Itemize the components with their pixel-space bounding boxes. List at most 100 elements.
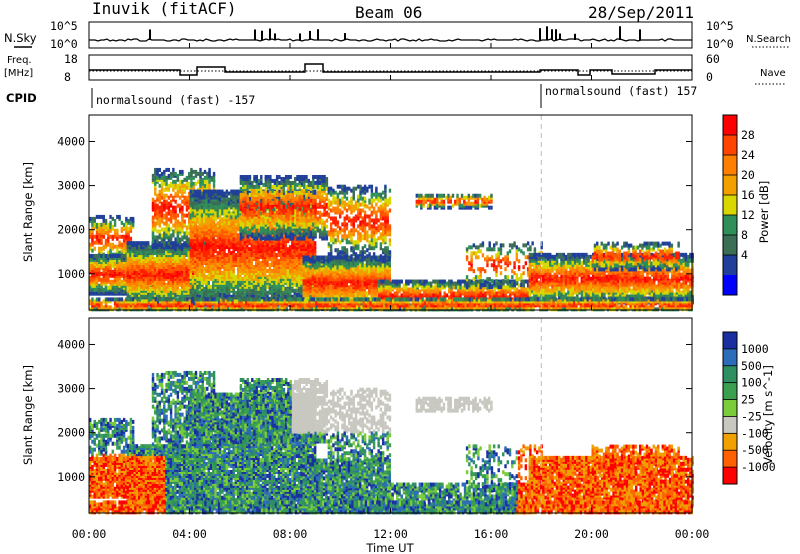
echo-cell — [303, 251, 305, 255]
echo-cell — [107, 254, 109, 258]
echo-cell — [196, 259, 198, 263]
echo-cell — [226, 281, 228, 285]
echo-cell — [100, 292, 102, 296]
echo-cell — [158, 277, 160, 281]
echo-cell — [214, 223, 216, 227]
echo-cell — [143, 265, 145, 269]
echo-cell — [154, 261, 156, 265]
echo-cell — [194, 263, 196, 267]
echo-cell — [165, 245, 167, 249]
echo-cell — [193, 182, 195, 186]
echo-cell — [181, 222, 183, 226]
echo-cell — [121, 254, 123, 258]
echo-cell — [199, 168, 201, 172]
echo-cell — [152, 245, 154, 249]
echo-cell — [112, 254, 114, 258]
echo-cell — [282, 243, 284, 247]
echo-cell — [275, 257, 277, 261]
echo-cell — [109, 280, 111, 284]
echo-cell — [118, 254, 120, 258]
echo-cell — [103, 288, 105, 292]
echo-cell — [260, 279, 262, 283]
echo-cell — [221, 190, 223, 194]
echo-cell — [131, 265, 133, 269]
echo-cell — [103, 245, 105, 249]
echo-cell — [161, 192, 163, 196]
echo-cell — [118, 215, 120, 219]
echo-cell — [121, 243, 123, 247]
echo-cell — [202, 172, 204, 176]
echo-cell — [109, 249, 111, 253]
echo-cell — [161, 210, 163, 214]
echo-cell — [214, 239, 216, 243]
echo-cell — [96, 215, 98, 219]
echo-cell — [260, 267, 262, 271]
echo-cell — [194, 271, 196, 275]
echo-cell — [105, 260, 107, 264]
echo-cell — [237, 190, 239, 194]
power-heatmap — [89, 115, 694, 311]
echo-cell — [271, 253, 273, 257]
echo-cell — [152, 174, 154, 178]
echo-cell — [118, 282, 120, 286]
echo-cell — [130, 221, 132, 225]
freq-left-tick-top: 18 — [64, 52, 78, 66]
echo-cell — [109, 235, 111, 239]
echo-cell — [152, 265, 154, 269]
echo-cell — [212, 251, 214, 255]
echo-cell — [127, 227, 129, 231]
echo-cell — [179, 180, 181, 184]
echo-cell — [123, 243, 125, 247]
echo-cell — [121, 280, 123, 284]
echo-cell — [152, 239, 154, 243]
echo-cell — [194, 209, 196, 213]
echo-cell — [167, 293, 169, 297]
echo-cell — [237, 233, 239, 237]
echo-cell — [213, 172, 215, 176]
echo-cell — [300, 265, 302, 269]
echo-cell — [165, 168, 167, 172]
echo-cell — [223, 293, 225, 297]
echo-cell — [174, 293, 176, 297]
echo-cell — [235, 295, 237, 299]
echo-cell — [190, 182, 192, 186]
echo-cell — [179, 289, 181, 293]
echo-cell — [251, 251, 253, 255]
echo-cell — [255, 281, 257, 285]
echo-cell — [152, 178, 154, 182]
echo-cell — [221, 243, 223, 247]
echo-cell — [107, 286, 109, 290]
echo-cell — [159, 229, 161, 233]
echo-cell — [181, 235, 183, 239]
echo-cell — [287, 269, 289, 273]
echo-cell — [170, 194, 172, 198]
echo-cell — [235, 237, 237, 241]
echo-cell — [223, 192, 225, 196]
echo-cell — [172, 168, 174, 172]
echo-cell — [230, 271, 232, 275]
echo-cell — [130, 237, 132, 241]
echo-cell — [133, 241, 135, 245]
echo-cell — [154, 182, 156, 186]
freq-label-1: Freq. — [7, 55, 32, 66]
echo-cell — [230, 241, 232, 245]
echo-cell — [154, 257, 156, 261]
echo-cell — [140, 241, 142, 245]
echo-cell — [183, 220, 185, 224]
echo-cell — [210, 205, 212, 209]
echo-cell — [228, 227, 230, 231]
echo-cell — [190, 263, 192, 267]
echo-cell — [186, 237, 188, 241]
echo-cell — [112, 270, 114, 274]
echo-cell — [226, 237, 228, 241]
echo-cell — [163, 200, 165, 204]
echo-cell — [170, 291, 172, 295]
echo-cell — [100, 254, 102, 258]
echo-cell — [149, 245, 151, 249]
echo-cell — [168, 245, 170, 249]
echo-cell — [194, 194, 196, 198]
echo-cell — [309, 243, 311, 247]
echo-cell — [237, 275, 239, 279]
echo-cell — [208, 180, 210, 184]
echo-cell — [219, 219, 221, 223]
